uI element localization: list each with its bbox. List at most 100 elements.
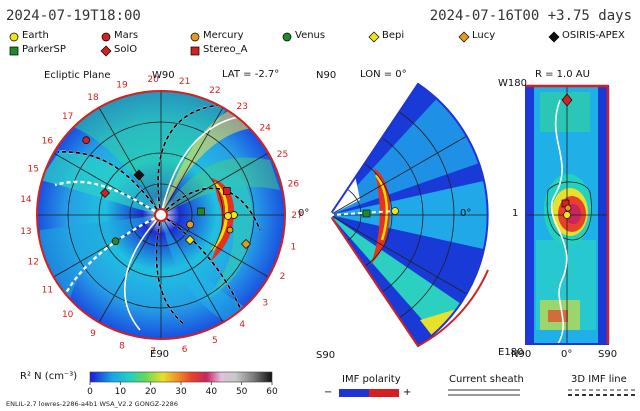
density-colorbar: 0 10 20 30 40 50 60	[87, 371, 278, 397]
ecliptic-grid	[37, 91, 285, 339]
mercury-marker	[186, 220, 194, 229]
meridional-right-label: 0°	[460, 208, 472, 219]
legend-parkersp: ParkerSP	[22, 44, 66, 55]
radial-bottom-0: 0°	[561, 349, 573, 360]
venus-marker	[111, 237, 120, 246]
carrington-label: 23	[236, 102, 247, 112]
colorbar-tick-label: 0	[87, 387, 93, 397]
legend-venus-icon	[282, 32, 292, 42]
meridional-bottom-label: S90	[316, 350, 336, 361]
colorbar-tick-label: 10	[115, 387, 127, 397]
carrington-label: 25	[277, 150, 288, 160]
polarity-plus-sign: +	[403, 387, 412, 398]
carrington-label: 5	[212, 336, 218, 346]
colorbar-tick-label: 40	[206, 387, 218, 397]
colorbar-tick-label: 60	[266, 387, 278, 397]
meridional-lon-label: LON = 0°	[360, 69, 407, 80]
legend-mercury-icon	[190, 32, 200, 42]
legend-bepi: Bepi	[382, 30, 405, 41]
carrington-label: 17	[62, 112, 73, 122]
colorbar-tick-label: 20	[145, 387, 157, 397]
carrington-label: 24	[259, 124, 271, 134]
mars-marker	[82, 136, 91, 145]
legend-lucy-icon	[458, 31, 470, 43]
earth-marker-radial	[563, 211, 571, 219]
earth-marker-meridional	[391, 207, 399, 215]
legend-osiris-apex: OSIRIS-APEX	[562, 30, 625, 41]
current-sheath-key	[448, 389, 520, 396]
carrington-label: 1	[290, 242, 296, 252]
legend-mars: Mars	[114, 30, 139, 41]
imf-field-lines-dark	[57, 104, 261, 326]
carrington-label: 6	[182, 345, 188, 355]
stereo-a-marker	[222, 187, 231, 195]
bepi-near-marker	[226, 226, 234, 234]
carrington-label: 13	[20, 227, 31, 237]
legend-lucy: Lucy	[472, 30, 496, 41]
ecliptic-boundary	[36, 90, 286, 340]
carrington-label: 15	[27, 164, 38, 174]
imf-line-key	[568, 389, 636, 396]
legend-stereo-a-icon	[190, 46, 200, 56]
ecliptic-plane-title: Ecliptic Plane	[44, 70, 111, 81]
carrington-label: 8	[119, 341, 125, 351]
parkersp-marker	[197, 207, 205, 216]
imf-polarity-key	[339, 389, 399, 397]
ecliptic-bodies	[82, 136, 251, 249]
simulation-time: 2024-07-19T18:00	[6, 8, 141, 24]
carrington-label: 9	[90, 329, 96, 339]
radial-surface-panel	[525, 84, 610, 345]
carrington-label: 4	[239, 320, 245, 330]
carrington-label: 12	[27, 258, 38, 268]
legend-markers	[9, 31, 560, 57]
legend-venus: Venus	[295, 30, 326, 41]
legend-solo: SolO	[114, 44, 138, 55]
bepi-marker	[185, 235, 195, 245]
radial-top-left-label: W180	[498, 78, 527, 89]
carrington-label: 16	[42, 136, 54, 146]
run-start-time: 2024-07-16T00 +3.75 days	[429, 8, 632, 24]
carrington-label: 10	[62, 310, 74, 320]
lucy-marker	[241, 239, 251, 249]
ecliptic-lat-label: LAT = -2.7°	[222, 69, 280, 80]
ecliptic-right-label: 0°	[298, 208, 310, 219]
legend-stereo-a: Stereo_A	[203, 44, 248, 55]
carrington-label: 7	[150, 347, 156, 357]
legend-parkersp-icon	[9, 46, 19, 56]
colorbar-tick-label: 30	[175, 387, 187, 397]
legend-mars-icon	[101, 32, 111, 42]
carrington-label: 19	[116, 81, 128, 91]
carrington-label: 2	[280, 272, 286, 282]
meridional-top-label: N90	[316, 70, 337, 81]
carrington-label: 22	[209, 86, 220, 96]
model-footer: ENLIL-2.7 lowres-2286-a4b1 WSA_V2.2 GONG…	[6, 400, 178, 408]
radial-bottom-left-label: E180	[498, 347, 524, 358]
earth-marker	[224, 212, 232, 220]
meridional-plane-panel	[327, 82, 489, 348]
ecliptic-top-label: W90	[152, 70, 175, 81]
legend-earth: Earth	[22, 30, 49, 41]
legend-bepi-icon	[368, 31, 380, 43]
carrington-label: 3	[262, 298, 268, 308]
colorbar-tick-label: 50	[236, 387, 248, 397]
imf-polarity-label: IMF polarity	[342, 374, 401, 385]
radial-bottom-n90: N90	[511, 349, 532, 360]
ecliptic-bottom-label: E90	[150, 349, 170, 360]
mercury-marker-radial	[564, 204, 572, 212]
imf-line-label: 3D IMF line	[571, 374, 627, 385]
carrington-label: 26	[288, 180, 300, 190]
carrington-label: 18	[87, 93, 99, 103]
carrington-label: 21	[179, 77, 190, 87]
legend-osiris-apex-icon	[548, 31, 560, 43]
radial-r-label: R = 1.0 AU	[535, 69, 590, 80]
legend-solo-icon	[100, 45, 112, 57]
parkersp-marker	[362, 209, 371, 218]
carrington-label: 27	[291, 211, 302, 221]
solo-marker	[100, 188, 110, 198]
radial-bottom-s90: S90	[598, 349, 618, 360]
polarity-minus-sign: −	[324, 387, 333, 398]
mars-marker-radial	[561, 93, 573, 107]
osiris-apex-marker	[133, 169, 145, 181]
